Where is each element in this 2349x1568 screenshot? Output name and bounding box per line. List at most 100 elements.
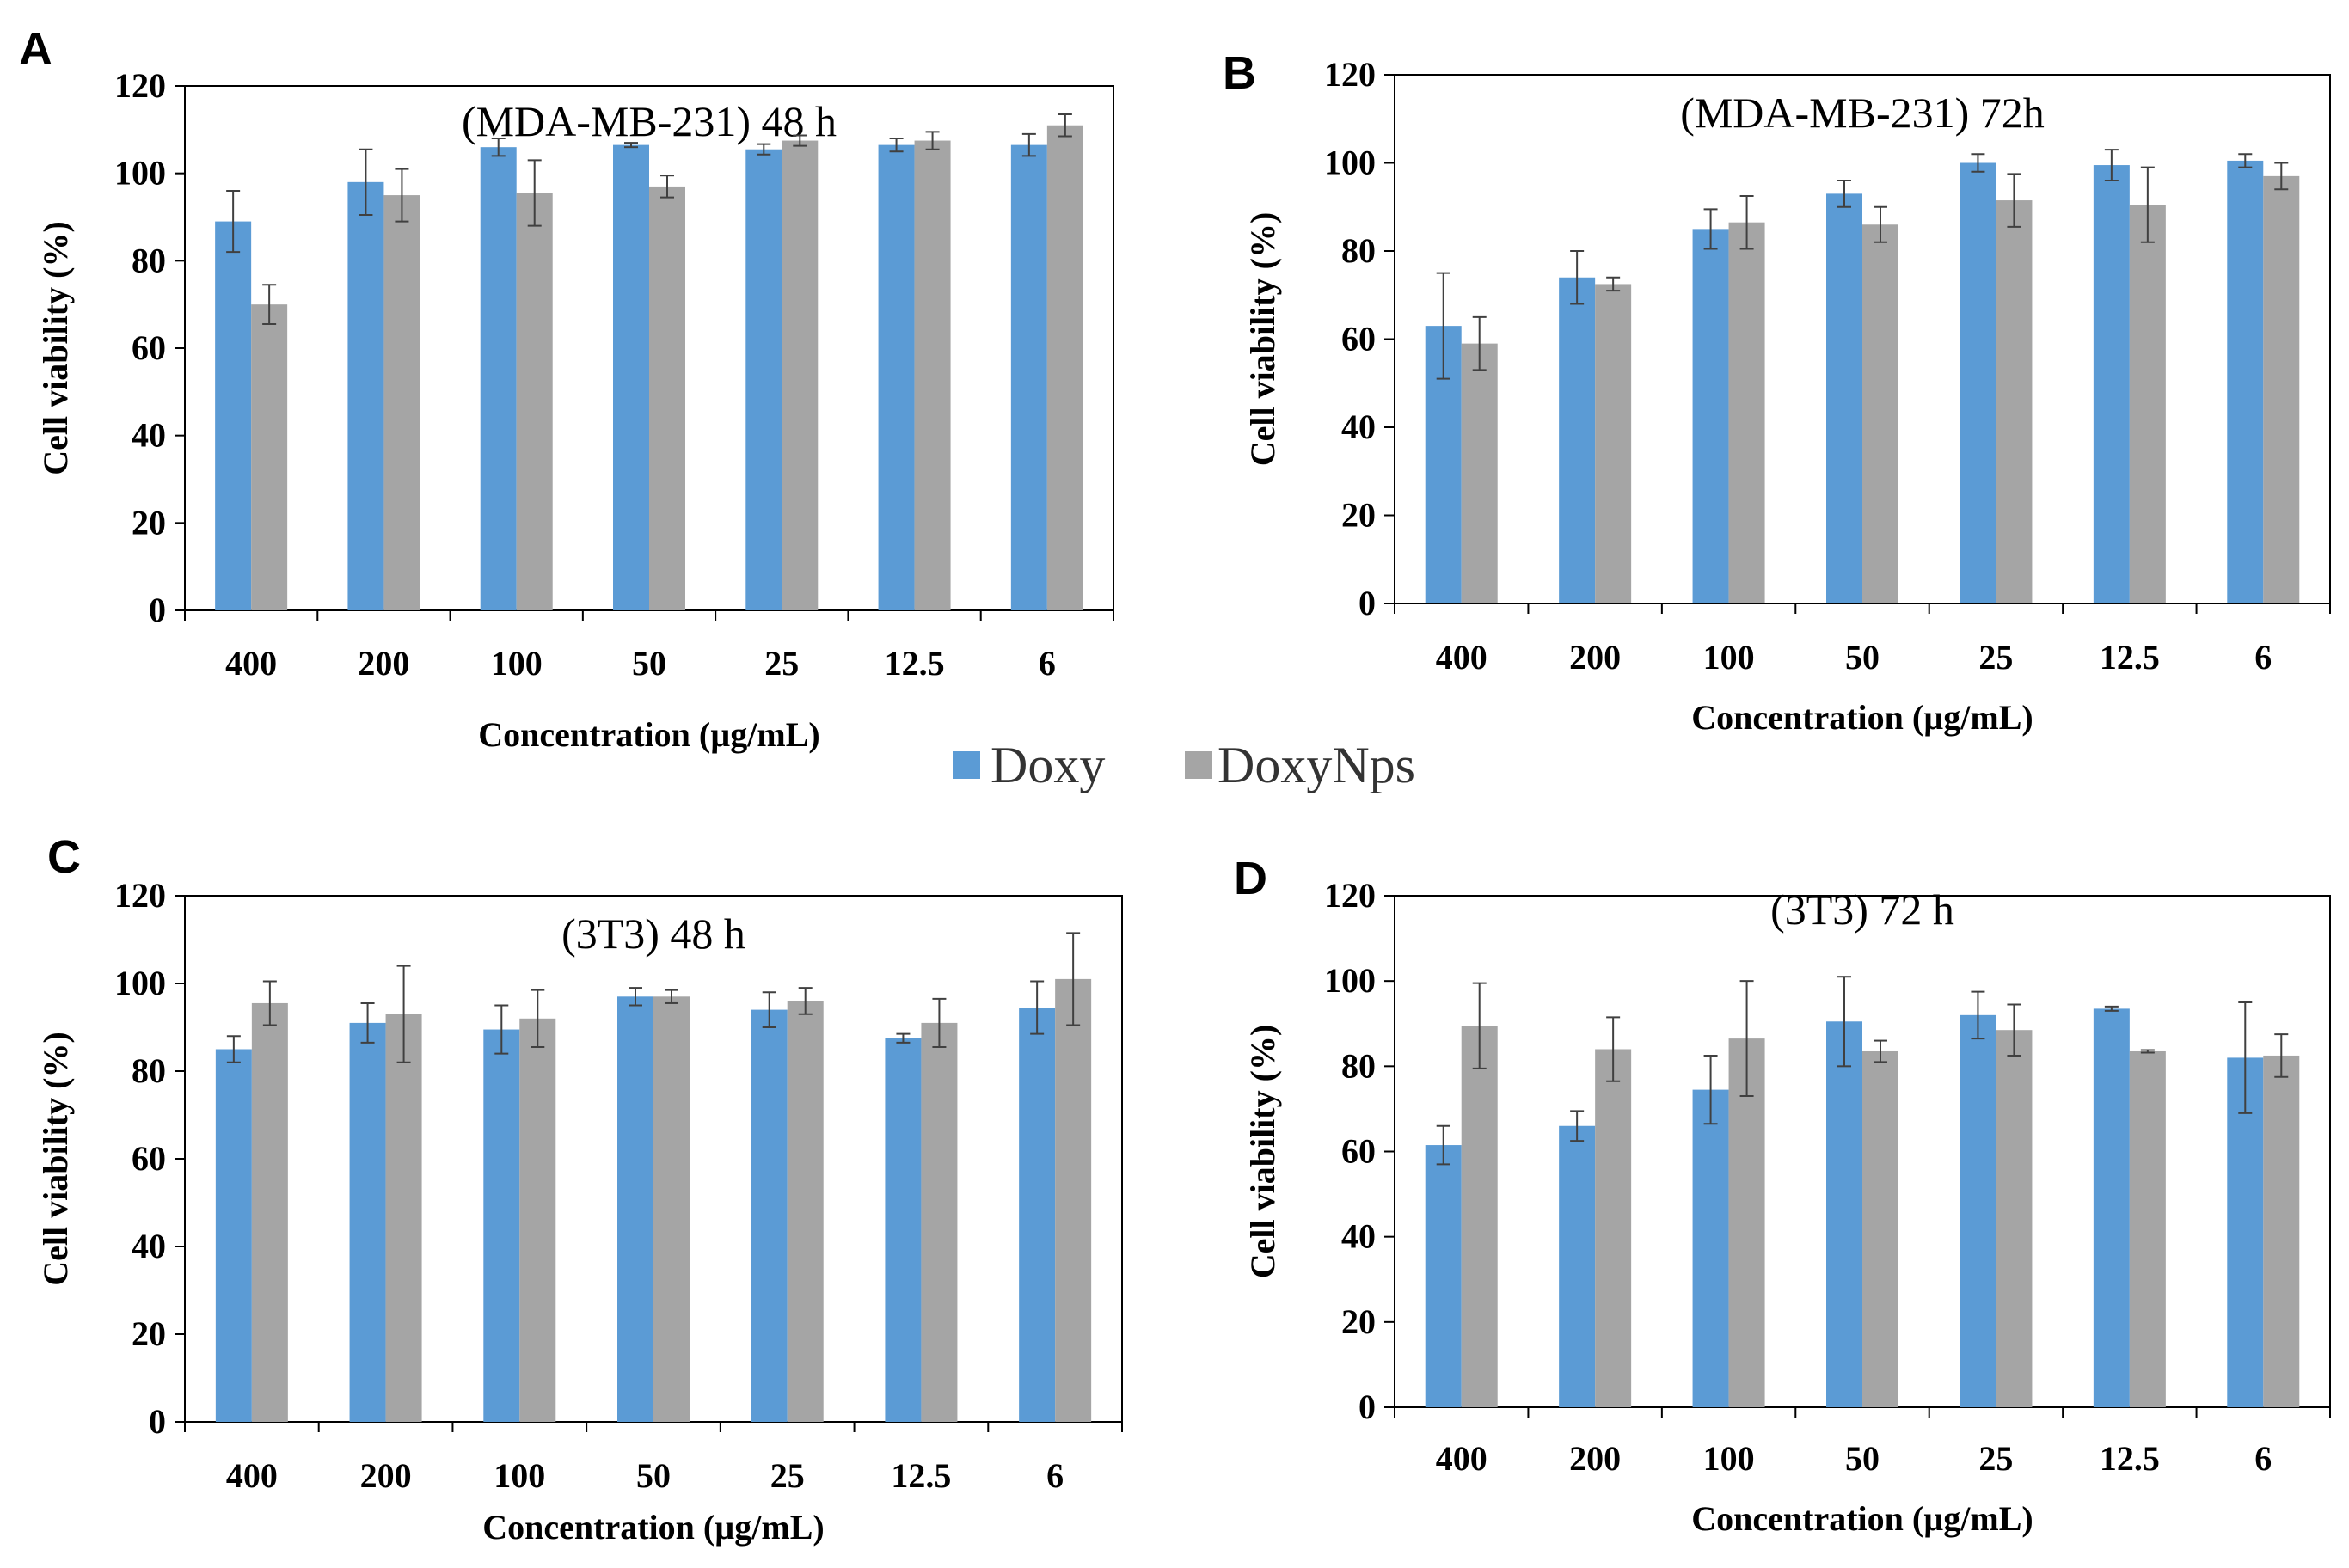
bar-doxy bbox=[215, 221, 252, 610]
bar-doxynps bbox=[914, 140, 951, 610]
bar-doxy bbox=[1826, 1021, 1862, 1407]
bar-doxy bbox=[2093, 165, 2130, 603]
y-tick-label: 120 bbox=[114, 876, 166, 915]
x-tick-label: 50 bbox=[636, 1456, 671, 1495]
y-tick-label: 120 bbox=[1324, 55, 1376, 94]
x-tick-label: 200 bbox=[1569, 1439, 1621, 1478]
legend: Doxy DoxyNps bbox=[953, 737, 1415, 793]
bar-doxy bbox=[2093, 1008, 2130, 1407]
panel-b: B (MDA-MB-231) 72h 0 20 40 60 80 100 120 Cell via… bbox=[1223, 47, 2331, 737]
y-tick-label: 0 bbox=[149, 1402, 166, 1441]
y-tick-label: 60 bbox=[132, 1139, 166, 1178]
bar-doxynps bbox=[1862, 224, 1898, 603]
y-tick-label: 80 bbox=[132, 241, 166, 279]
bar-doxynps bbox=[1996, 200, 2033, 603]
chart-title: (3T3) 72 h bbox=[1770, 885, 1954, 934]
bar-doxynps bbox=[1461, 1026, 1498, 1407]
y-tick-label: 60 bbox=[1341, 320, 1376, 358]
y-axis-title: Cell viability (%) bbox=[36, 221, 75, 475]
bar-doxynps bbox=[2263, 175, 2300, 603]
x-axis-title: Concentration (µg/mL) bbox=[1691, 1499, 2033, 1538]
y-axis-title: Cell viability (%) bbox=[36, 1032, 75, 1286]
bar-doxy bbox=[1960, 162, 1996, 603]
x-tick-label: 12.5 bbox=[885, 644, 945, 683]
bar-doxynps bbox=[787, 1001, 824, 1422]
bar-doxynps bbox=[1046, 125, 1083, 610]
bar-doxy bbox=[215, 1049, 252, 1422]
bar-doxy bbox=[2227, 160, 2264, 603]
bar-doxy bbox=[1692, 229, 1729, 603]
legend-swatch-doxynps bbox=[1185, 751, 1212, 779]
x-tick-label: 200 bbox=[360, 1456, 412, 1495]
bar-doxynps bbox=[1595, 284, 1632, 603]
bar-doxy bbox=[1425, 1145, 1462, 1407]
panel-letter: D bbox=[1234, 853, 1267, 904]
panel-letter: B bbox=[1223, 47, 1256, 99]
bar-doxynps bbox=[782, 140, 819, 610]
legend-label-doxy: Doxy bbox=[991, 737, 1105, 793]
x-tick-label: 400 bbox=[225, 644, 277, 683]
bar-doxynps bbox=[1728, 1038, 1765, 1407]
bar-doxynps bbox=[1055, 978, 1092, 1422]
bar-doxynps bbox=[2263, 1055, 2300, 1407]
y-tick-label: 80 bbox=[1341, 231, 1376, 270]
panel-a: A (MDA-MB-231) 48 h 0 20 40 60 80 100 120 Cell vi… bbox=[19, 23, 1114, 754]
bar-doxy bbox=[1559, 1125, 1596, 1407]
bar-doxy bbox=[349, 1022, 386, 1422]
bar-doxy bbox=[347, 181, 384, 611]
bar-doxynps bbox=[649, 186, 685, 610]
panel-c: C (3T3) 48 h 0 20 40 60 80 100 120 Cell viability… bbox=[36, 831, 1123, 1547]
y-tick-label: 40 bbox=[1341, 1217, 1376, 1256]
x-tick-label: 50 bbox=[1845, 1439, 1880, 1478]
bar-doxy bbox=[480, 147, 517, 610]
bar-doxynps bbox=[2129, 205, 2166, 603]
x-axis-title: Concentration (µg/mL) bbox=[478, 715, 819, 754]
y-tick-label: 40 bbox=[132, 416, 166, 455]
bar-doxy bbox=[1960, 1014, 1996, 1407]
x-tick-label: 100 bbox=[494, 1456, 545, 1495]
x-tick-label: 25 bbox=[1978, 1439, 2013, 1478]
y-tick-label: 20 bbox=[1341, 1302, 1376, 1341]
bar-doxynps bbox=[653, 996, 690, 1422]
x-tick-label: 50 bbox=[1845, 638, 1880, 677]
y-tick-label: 20 bbox=[132, 503, 166, 542]
y-tick-label: 0 bbox=[149, 591, 166, 629]
y-tick-label: 80 bbox=[132, 1051, 166, 1090]
bar-doxynps bbox=[1461, 343, 1498, 603]
y-axis-title: Cell viability (%) bbox=[1243, 212, 1282, 467]
x-tick-label: 400 bbox=[226, 1456, 278, 1495]
x-tick-label: 25 bbox=[770, 1456, 805, 1495]
bar-doxy bbox=[1692, 1089, 1729, 1407]
x-tick-label: 25 bbox=[764, 644, 799, 683]
y-tick-label: 120 bbox=[1324, 876, 1376, 915]
bar-doxynps bbox=[516, 193, 553, 610]
x-axis-title: Concentration (µg/mL) bbox=[482, 1508, 824, 1547]
y-tick-label: 20 bbox=[1341, 496, 1376, 535]
bar-doxy bbox=[613, 144, 649, 610]
y-axis-title: Cell viability (%) bbox=[1243, 1025, 1282, 1279]
legend-swatch-doxy bbox=[953, 751, 980, 779]
bar-doxy bbox=[1010, 144, 1047, 610]
bar-doxynps bbox=[1996, 1030, 2033, 1407]
x-tick-label: 100 bbox=[1703, 638, 1755, 677]
x-tick-label: 12.5 bbox=[2100, 638, 2160, 677]
x-tick-label: 6 bbox=[1046, 1456, 1064, 1495]
y-tick-label: 60 bbox=[1341, 1132, 1376, 1171]
x-tick-label: 200 bbox=[358, 644, 409, 683]
bar-doxynps bbox=[1595, 1049, 1632, 1407]
chart-title: (3T3) 48 h bbox=[561, 910, 745, 958]
panel-letter: C bbox=[47, 831, 81, 883]
x-tick-label: 25 bbox=[1978, 638, 2013, 677]
bar-doxy bbox=[751, 1009, 788, 1422]
y-tick-label: 0 bbox=[1358, 1387, 1376, 1426]
chart-title: (MDA-MB-231) 48 h bbox=[462, 97, 837, 145]
y-tick-label: 100 bbox=[114, 964, 166, 1002]
bar-doxynps bbox=[1728, 222, 1765, 603]
bar-doxynps bbox=[385, 1014, 422, 1422]
bar-doxynps bbox=[251, 304, 288, 610]
x-tick-label: 50 bbox=[632, 644, 666, 683]
x-tick-label: 400 bbox=[1436, 1439, 1487, 1478]
bar-doxynps bbox=[251, 1002, 288, 1422]
y-tick-label: 40 bbox=[1341, 407, 1376, 446]
